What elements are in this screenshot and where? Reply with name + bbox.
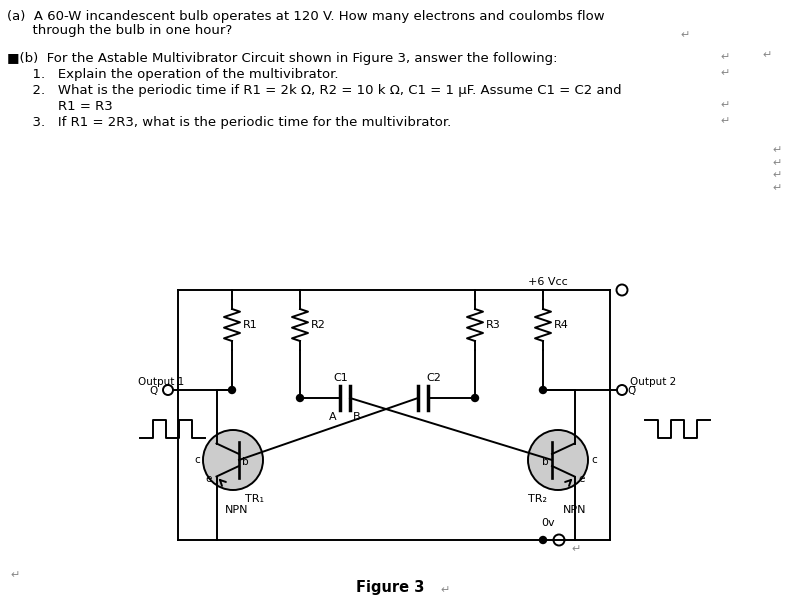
Text: ↵: ↵ bbox=[680, 30, 689, 40]
Text: 1.   Explain the operation of the multivibrator.: 1. Explain the operation of the multivib… bbox=[7, 68, 339, 81]
Text: Q̅: Q̅ bbox=[627, 386, 635, 396]
Text: R4: R4 bbox=[554, 320, 569, 330]
Text: ↵: ↵ bbox=[571, 544, 580, 554]
Text: TR₁: TR₁ bbox=[245, 494, 264, 504]
Circle shape bbox=[228, 387, 236, 393]
Circle shape bbox=[203, 430, 263, 490]
Text: ↵: ↵ bbox=[772, 183, 781, 193]
Text: R3: R3 bbox=[486, 320, 500, 330]
Text: A: A bbox=[329, 412, 337, 422]
Text: ↵: ↵ bbox=[10, 570, 19, 580]
Text: C2: C2 bbox=[426, 373, 441, 383]
Text: 0v: 0v bbox=[541, 518, 554, 528]
Text: 3.   If R1 = 2R3, what is the periodic time for the multivibrator.: 3. If R1 = 2R3, what is the periodic tim… bbox=[7, 116, 451, 129]
Text: B: B bbox=[353, 412, 361, 422]
Circle shape bbox=[472, 395, 478, 401]
Text: ↵: ↵ bbox=[440, 585, 450, 595]
Circle shape bbox=[297, 395, 304, 401]
Text: ↵: ↵ bbox=[772, 145, 781, 155]
Text: Figure 3: Figure 3 bbox=[356, 580, 424, 595]
Text: +6 Vcc: +6 Vcc bbox=[528, 277, 568, 287]
Text: ↵: ↵ bbox=[720, 116, 730, 126]
Text: ■(b)  For the Astable Multivibrator Circuit shown in Figure 3, answer the follow: ■(b) For the Astable Multivibrator Circu… bbox=[7, 52, 557, 65]
Text: ↵: ↵ bbox=[772, 158, 781, 168]
Text: b: b bbox=[242, 457, 249, 467]
Text: b: b bbox=[542, 457, 549, 467]
Text: NPN: NPN bbox=[563, 505, 587, 515]
Text: e: e bbox=[579, 474, 585, 485]
Text: (a)  A 60-W incandescent bulb operates at 120 V. How many electrons and coulombs: (a) A 60-W incandescent bulb operates at… bbox=[7, 10, 604, 23]
Text: R2: R2 bbox=[311, 320, 326, 330]
Text: Output 2: Output 2 bbox=[630, 377, 676, 387]
Circle shape bbox=[539, 537, 546, 543]
Text: ↵: ↵ bbox=[762, 50, 772, 60]
Circle shape bbox=[539, 387, 546, 393]
Text: ↵: ↵ bbox=[772, 170, 781, 180]
Text: e: e bbox=[205, 474, 212, 485]
Text: 2.   What is the periodic time if R1 = 2k Ω, R2 = 10 k Ω, C1 = 1 μF. Assume C1 =: 2. What is the periodic time if R1 = 2k … bbox=[7, 84, 622, 97]
Text: TR₂: TR₂ bbox=[528, 494, 547, 504]
Text: c: c bbox=[591, 455, 597, 465]
Text: c: c bbox=[194, 455, 200, 465]
Text: C1: C1 bbox=[334, 373, 348, 383]
Text: Output 1: Output 1 bbox=[138, 377, 184, 387]
Text: R1: R1 bbox=[243, 320, 258, 330]
Text: NPN: NPN bbox=[225, 505, 248, 515]
Text: ↵: ↵ bbox=[720, 100, 730, 110]
Text: ↵: ↵ bbox=[720, 52, 730, 62]
Text: through the bulb in one hour?: through the bulb in one hour? bbox=[7, 24, 232, 37]
Text: R1 = R3: R1 = R3 bbox=[7, 100, 113, 113]
Text: ↵: ↵ bbox=[720, 68, 730, 78]
Text: Q: Q bbox=[150, 386, 158, 396]
Circle shape bbox=[528, 430, 588, 490]
